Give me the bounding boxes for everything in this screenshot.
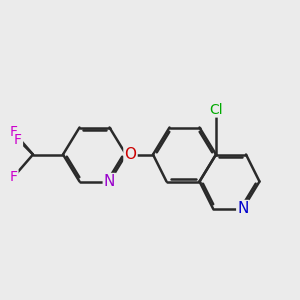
Text: F: F — [10, 170, 17, 184]
Text: N: N — [237, 201, 249, 216]
Text: F: F — [14, 133, 22, 146]
Text: O: O — [124, 147, 136, 162]
Text: Cl: Cl — [209, 103, 223, 116]
Text: F: F — [10, 125, 17, 139]
Text: N: N — [104, 174, 115, 189]
